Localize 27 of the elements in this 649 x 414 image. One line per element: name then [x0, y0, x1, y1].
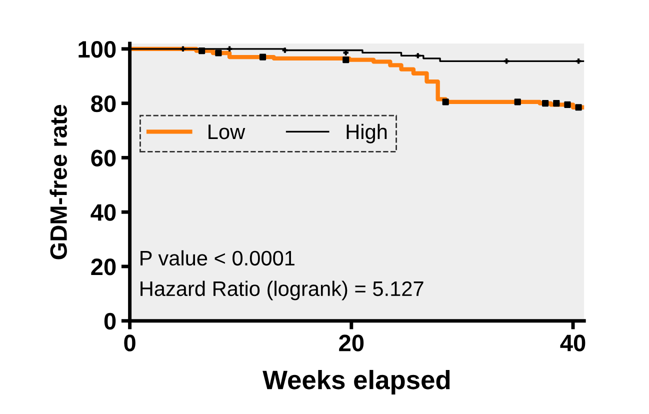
point — [542, 100, 549, 107]
point — [215, 50, 222, 56]
point — [564, 101, 571, 108]
point — [514, 98, 521, 106]
legend-label: High — [346, 124, 387, 144]
x-tick-label: 40 — [560, 334, 586, 352]
point — [553, 100, 560, 107]
point — [259, 54, 266, 60]
y-tick-label: 80 — [91, 95, 116, 112]
y-tick-label: 60 — [91, 150, 116, 166]
y-tick-label: 100 — [78, 40, 116, 58]
point — [198, 48, 206, 54]
point — [342, 56, 350, 64]
point — [575, 104, 582, 111]
point — [574, 58, 582, 65]
y-tick-label: 20 — [91, 258, 116, 276]
annotation: Hazard Ratio (logrank) = 5.127 — [140, 280, 424, 300]
legend-label: Low — [208, 124, 246, 140]
point — [442, 98, 449, 106]
x-tick-label: 0 — [124, 334, 136, 352]
x-axis-title: Weeks elapsed — [262, 370, 450, 395]
y-axis-title: GDM-free rate — [50, 104, 67, 260]
y-tick-label: 0 — [104, 312, 116, 330]
x-tick-label: 20 — [339, 334, 364, 352]
point — [502, 58, 510, 65]
annotation: P value < 0.0001 — [140, 250, 294, 266]
y-tick-label: 40 — [90, 204, 116, 221]
